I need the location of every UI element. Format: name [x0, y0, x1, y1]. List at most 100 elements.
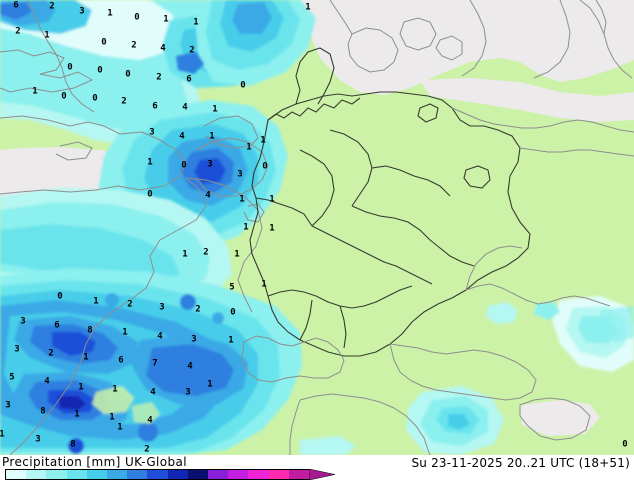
precip-value-label: 4	[147, 415, 153, 426]
color-swatch	[86, 470, 108, 479]
precip-value-label: 1	[32, 86, 38, 97]
precip-value-label: 3	[237, 169, 243, 180]
precip-value-label: 0	[67, 62, 73, 73]
precip-value-label: 1	[239, 194, 245, 205]
precip-value-label: 4	[150, 387, 156, 398]
precip-value-label: 1	[193, 17, 199, 28]
precip-value-label: 2	[195, 304, 201, 315]
precip-value-label: 4	[205, 190, 211, 201]
precip-value-label: 0	[230, 307, 236, 318]
map-canvas	[0, 0, 634, 455]
precip-value-label: 3	[5, 400, 11, 411]
precip-field-southeast	[406, 296, 634, 455]
color-swatch	[107, 470, 128, 479]
precip-value-label: 0	[240, 80, 246, 91]
precip-value-label: 4	[179, 131, 185, 142]
precip-value-label: 1	[305, 2, 311, 13]
precip-value-label: 5	[9, 372, 15, 383]
precip-value-label: 0	[262, 161, 268, 172]
precip-value-label: 0	[147, 189, 153, 200]
precip-value-label: 1	[260, 135, 266, 146]
color-swatches	[5, 469, 310, 480]
precip-value-label: 0	[92, 93, 98, 104]
color-swatch	[288, 470, 310, 479]
precip-value-label: 8	[70, 439, 76, 450]
precip-value-label: 1	[212, 104, 218, 115]
precip-value-label: 1	[228, 335, 234, 346]
precip-value-label: 0	[125, 69, 131, 80]
precip-value-label: 2	[49, 1, 55, 12]
precip-value-label: 1	[163, 14, 169, 25]
precip-value-label: 3	[20, 316, 26, 327]
precip-value-label: 3	[149, 127, 155, 138]
precip-field-patches	[176, 52, 560, 455]
legend-bar: Precipitation [mm] UK-Global Su 23-11-20…	[0, 455, 634, 490]
color-swatch	[248, 470, 269, 479]
precip-value-label: 4	[44, 376, 50, 387]
precip-value-label: 2	[203, 247, 209, 258]
precip-value-label: 1	[261, 279, 267, 290]
precip-value-label: 1	[78, 382, 84, 393]
precip-value-label: 2	[131, 40, 137, 51]
color-swatch	[127, 470, 148, 479]
precip-value-label: 6	[54, 320, 60, 331]
legend-timestamp: Su 23-11-2025 20..21 UTC (18+51)	[411, 456, 630, 470]
precip-value-label: 4	[182, 102, 188, 113]
precip-value-label: 1	[107, 8, 113, 19]
overflow-arrow-icon	[309, 469, 335, 480]
precip-value-label: 4	[187, 361, 193, 372]
precip-value-label: 1	[117, 422, 123, 433]
precip-value-label: 3	[159, 302, 165, 313]
precip-value-label: 0	[622, 439, 628, 450]
color-swatch	[268, 470, 289, 479]
precip-value-label: 3	[14, 344, 20, 355]
precip-value-label: 0	[134, 12, 140, 23]
precip-value-label: 1	[209, 131, 215, 142]
precip-value-label: 1	[109, 412, 115, 423]
legend-title: Precipitation [mm] UK-Global	[2, 455, 188, 469]
precip-value-label: 0	[97, 65, 103, 76]
color-swatch	[147, 470, 168, 479]
precip-value-label: 1	[243, 222, 249, 233]
precip-value-label: 6	[118, 355, 124, 366]
precip-value-label: 0	[101, 37, 107, 48]
precip-value-label: 3	[191, 334, 197, 345]
precip-value-label: 4	[157, 331, 163, 342]
color-swatch	[26, 470, 47, 479]
color-swatch	[208, 470, 229, 479]
precip-value-label: 1	[93, 296, 99, 307]
precip-value-label: 1	[74, 409, 80, 420]
precip-value-label: 5	[229, 282, 235, 293]
precip-value-label: 8	[87, 325, 93, 336]
precip-value-label: 8	[40, 406, 46, 417]
color-swatch	[46, 470, 67, 479]
precip-value-label: 2	[15, 26, 21, 37]
precip-value-label: 2	[127, 299, 133, 310]
precip-value-label: 1	[182, 249, 188, 260]
precip-value-label: 7	[152, 358, 158, 369]
precip-value-label: 2	[144, 444, 150, 455]
color-scale[interactable]: 0.10.5125101520253035404550	[5, 469, 335, 480]
precip-value-label: 1	[269, 223, 275, 234]
precip-value-label: 1	[122, 327, 128, 338]
precip-value-label: 3	[35, 434, 41, 445]
precip-value-label: 6	[152, 101, 158, 112]
precip-value-label: 6	[13, 0, 19, 11]
color-swatch	[187, 470, 209, 479]
color-swatch	[6, 470, 27, 479]
precip-value-label: 2	[189, 45, 195, 56]
precip-value-label: 1	[83, 352, 89, 363]
precip-value-label: 1	[207, 379, 213, 390]
color-swatch	[66, 470, 87, 479]
precip-value-label: 1	[246, 142, 252, 153]
alpine-borders	[27, 0, 634, 455]
precip-value-label: 0	[181, 160, 187, 171]
color-swatch	[167, 470, 188, 479]
precip-value-label: 1	[234, 249, 240, 260]
precip-field-southwest	[0, 268, 302, 455]
precip-value-label: 2	[156, 72, 162, 83]
precip-value-label: 4	[160, 43, 166, 54]
precip-value-label: 1	[44, 30, 50, 41]
